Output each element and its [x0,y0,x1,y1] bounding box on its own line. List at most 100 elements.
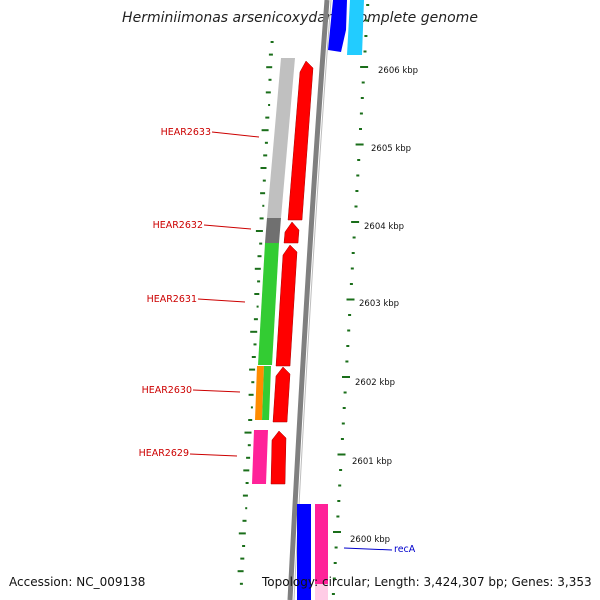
scale-tick [339,469,343,471]
scale-tick [336,515,340,518]
scale-tick [348,314,352,316]
gc-tick [270,41,274,43]
cds-arrow-hear2632 [283,221,300,244]
scale-tick [363,50,367,53]
scale-tick [361,81,365,84]
gc-tick [268,53,273,56]
gc-tick [259,217,264,220]
scale-label: 2606 kbp [378,66,418,76]
scale-label: 2604 kbp [364,222,404,232]
gc-tick [255,230,263,232]
gc-tick [257,280,261,283]
gc-tick [253,318,258,321]
gene-label-line [203,224,252,230]
gene-label-line [197,298,246,303]
gene-label-hear2631[interactable]: HEAR2631 [147,294,197,305]
gene-label-line [189,453,238,457]
gc-tick [263,154,268,157]
gc-tick [262,179,266,182]
scale-tick [355,190,359,192]
gc-tick [244,431,252,434]
scale-tick [343,391,347,394]
gc-tick [237,570,244,573]
cog-bar-hear2630-green [262,366,271,420]
accession-text: Accession: NC_009138 [9,575,146,589]
gene-label-hear2629[interactable]: HEAR2629 [139,448,189,459]
gc-tick [242,494,248,497]
topology-text: Topology: circular; Length: 3,424,307 bp… [262,575,592,589]
gc-tick [266,66,273,69]
gc-tick [247,444,251,447]
cog-bar-hear2630-orange [255,366,264,420]
scale-tick [332,577,336,580]
scale-label: 2603 kbp [359,299,399,309]
bottom-pink-light-feature [315,584,328,600]
gene-label-hear2632[interactable]: HEAR2632 [153,220,203,231]
gc-tick [249,368,256,371]
gc-tick [246,456,251,459]
scale-tick [357,159,361,161]
scale-tick [366,4,370,6]
gc-tick [240,557,245,560]
gc-tick [265,91,271,94]
scale-tick [337,500,341,502]
scale-tick [360,97,364,99]
scale-tick [347,329,351,332]
gc-tick [242,545,246,547]
gc-tick [254,267,261,270]
scale-tick [355,143,364,146]
gc-tick [238,532,246,535]
scale-tick [356,174,360,177]
scale-tick [341,422,345,425]
gc-tick [250,330,258,333]
gene-label-reca[interactable]: recA [394,544,416,555]
scale-tick [351,221,360,223]
gc-tick [251,356,256,358]
scale-tick [360,66,369,68]
gc-tick [242,519,247,522]
gc-tick [262,204,265,207]
gene-label-hear2633[interactable]: HEAR2633 [161,127,211,138]
scale-label: 2601 kbp [352,457,392,467]
gc-tick [248,393,254,396]
scale-tick [340,438,344,440]
scale-tick [333,562,337,564]
cds-arrow-hear2629 [270,430,287,485]
scale-tick [352,236,356,239]
scale-tick [346,345,350,347]
scale-tick [359,112,363,115]
gc-tick [253,343,257,346]
scale-tick [331,593,335,595]
scale-tick [354,205,358,208]
scale-tick [346,298,355,301]
gc-tick [260,192,266,195]
cds-arrow-hear2631 [275,244,298,367]
gc-tick [243,469,250,472]
gc-tick [256,305,259,308]
gene-label-line [192,389,241,393]
cds-arrow-hear2630 [272,366,291,423]
gc-tick [259,242,263,245]
gc-tick [245,482,249,484]
gene-label-hear2630[interactable]: HEAR2630 [142,385,192,396]
gc-tick [268,78,272,81]
cds-arrow-hear2633 [287,60,314,221]
bottom-blue-feature [297,504,311,600]
gc-tick [248,419,253,421]
scale-label: 2600 kbp [350,535,390,545]
gc-tick [239,582,243,585]
scale-label: 2605 kbp [371,144,411,154]
scale-tick [337,453,346,456]
gc-tick [264,141,268,144]
gc-tick [261,129,269,132]
scale-tick [349,283,353,285]
map-title: Herminiimonas arsenicoxydans, complete g… [122,10,478,26]
cog-bar-hear2632 [265,218,281,243]
scale-tick [365,19,369,22]
scale-dots [331,4,370,595]
scale-tick [351,252,355,254]
scale-label: 2602 kbp [355,378,395,388]
gc-tick [250,406,253,409]
gc-tick [265,116,270,119]
